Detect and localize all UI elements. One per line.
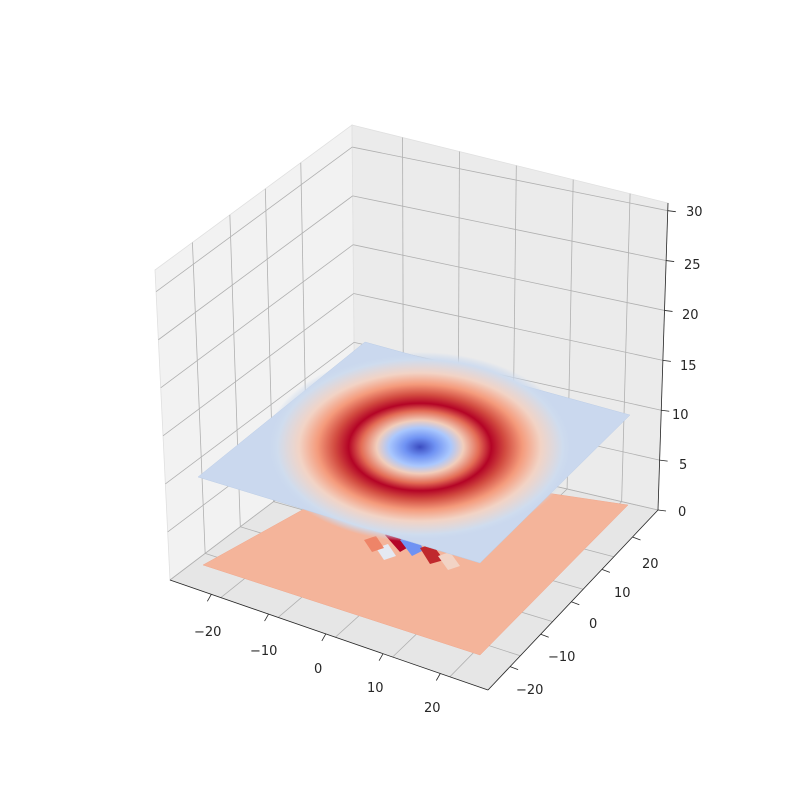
x-tick-label: 0 (314, 662, 322, 677)
x-tick-mark (321, 633, 327, 642)
z-tick-label: 30 (686, 205, 703, 220)
gridline-z-right (353, 244, 665, 311)
y-tick-label: 20 (642, 557, 659, 572)
gridline-z-left (160, 244, 354, 389)
z-tick-label: 20 (682, 308, 699, 323)
z-tick-mark (661, 409, 670, 412)
y-tick-mark (509, 666, 519, 670)
z-tick-label: 15 (680, 359, 697, 374)
x-tick-mark (378, 653, 384, 661)
z-tick-mark (666, 260, 675, 262)
gridline-z-right (353, 293, 663, 361)
gridline-left-vertical (192, 242, 206, 554)
x-tick-mark (264, 613, 269, 622)
gridline-z-left (165, 342, 355, 485)
z-tick-label: 10 (672, 408, 689, 423)
z-tick-label: 0 (678, 505, 686, 520)
z-tick-label: 5 (679, 458, 687, 473)
gridline-right-vertical (621, 193, 631, 502)
x-tick-mark (206, 594, 212, 602)
upper-surface-ring (265, 352, 575, 542)
z-tick-label: 25 (684, 258, 701, 273)
gridline-z-right (352, 146, 668, 212)
gridline-z-right (352, 195, 667, 261)
x-tick-label: 20 (424, 701, 441, 716)
y-tick-mark (601, 569, 611, 573)
x-axis-line (169, 579, 489, 691)
y-tick-label: −10 (548, 650, 575, 665)
z-tick-mark (662, 359, 671, 362)
z-axis-line (657, 202, 669, 511)
y-tick-mark (540, 633, 549, 638)
y-axis-line (487, 509, 659, 691)
z-tick-mark (657, 509, 667, 512)
gridline-z-left (155, 146, 353, 293)
z-tick-mark (659, 459, 668, 462)
y-tick-label: 0 (589, 617, 597, 632)
y-tick-mark (571, 601, 580, 606)
z-tick-mark (667, 210, 676, 213)
y-tick-label: 10 (614, 586, 631, 601)
gridline-z-left (162, 293, 354, 437)
z-tick-mark (664, 310, 673, 312)
tick-layer (169, 202, 676, 691)
y-tick-label: −20 (516, 683, 543, 698)
x-tick-label: −20 (194, 625, 221, 640)
y-tick-mark (632, 536, 641, 541)
x-tick-mark (435, 673, 441, 681)
gridline-z-left (158, 195, 353, 341)
x-tick-label: −10 (250, 644, 277, 659)
x-tick-label: 10 (367, 681, 384, 696)
